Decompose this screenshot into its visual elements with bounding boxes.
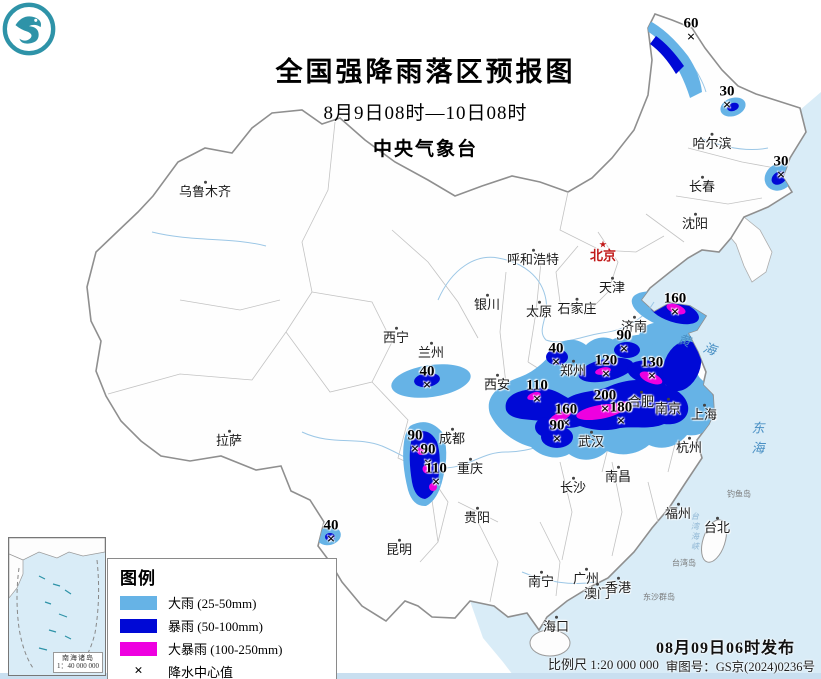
cma-dragon-logo-icon xyxy=(2,2,56,56)
taiwan-island xyxy=(701,519,727,563)
hainan-island xyxy=(529,629,571,657)
bottom-neatline xyxy=(0,673,821,679)
legend-row-2: 大暴雨 (100-250mm) xyxy=(120,639,326,658)
precip-center-cross-icon: × xyxy=(134,663,143,679)
precipitation-areas xyxy=(317,20,794,546)
inset-scale: 1：40 000 000 xyxy=(57,662,99,671)
legend-label: 大暴雨 (100-250mm) xyxy=(168,642,283,657)
legend-label: 大雨 (25-50mm) xyxy=(168,596,257,611)
legend-box: 图例 大雨 (25-50mm) 暴雨 (50-100mm) 大暴雨 (100-250… xyxy=(107,558,337,679)
legend-row-1: 暴雨 (50-100mm) xyxy=(120,616,326,635)
south-china-sea-inset: 南海诸岛 1：40 000 000 xyxy=(8,537,106,676)
legend-title: 图例 xyxy=(120,569,156,588)
inset-name: 南海诸岛 xyxy=(62,653,94,662)
legend-swatch xyxy=(120,641,157,656)
inset-label-box: 南海诸岛 1：40 000 000 xyxy=(53,651,103,673)
province-borders xyxy=(107,121,776,603)
issue-time-text: 08月09日06时发布 xyxy=(655,640,795,657)
map-scale-text: 比例尺 1:20 000 000 xyxy=(548,657,659,672)
legend-swatch xyxy=(120,618,157,633)
legend-marker-label: 降水中心值 xyxy=(168,665,234,679)
legend-swatch xyxy=(120,595,157,610)
approval-number-text: 审图号：GS京(2024)0236号 xyxy=(665,660,815,674)
legend-row-marker: × 降水中心值 xyxy=(120,662,326,679)
inset-map xyxy=(9,538,105,672)
legend-label: 暴雨 (50-100mm) xyxy=(168,619,263,634)
legend-row-0: 大雨 (25-50mm) xyxy=(120,593,326,612)
